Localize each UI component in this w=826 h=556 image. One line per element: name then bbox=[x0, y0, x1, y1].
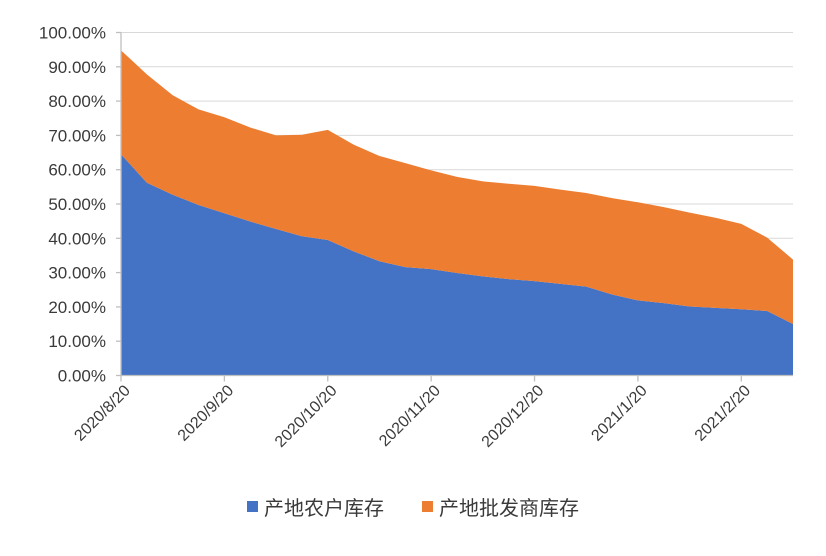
y-tick-label: 100.00% bbox=[39, 24, 106, 43]
legend-item-wholesaler: 产地批发商库存 bbox=[422, 492, 579, 521]
legend-swatch-wholesaler-icon bbox=[422, 501, 433, 512]
wholesaler-area-series bbox=[121, 50, 793, 325]
y-tick-label: 60.00% bbox=[48, 161, 106, 180]
y-tick-label: 30.00% bbox=[48, 264, 106, 283]
y-tick-label: 80.00% bbox=[48, 92, 106, 111]
legend-label-wholesaler: 产地批发商库存 bbox=[439, 498, 579, 520]
y-tick-label: 70.00% bbox=[48, 126, 106, 145]
y-tick-label: 10.00% bbox=[48, 332, 106, 351]
x-tick-label: 2021/1/20 bbox=[588, 382, 650, 444]
y-tick-label: 40.00% bbox=[48, 229, 106, 248]
x-tick-label: 2020/10/20 bbox=[272, 382, 341, 451]
y-tick-label: 0.00% bbox=[58, 367, 106, 386]
x-tick-label: 2020/9/20 bbox=[175, 382, 237, 444]
y-tick-label: 90.00% bbox=[48, 58, 106, 77]
legend: 产地农户库存 产地批发商库存 bbox=[247, 492, 579, 521]
legend-swatch-farmer-icon bbox=[247, 501, 258, 512]
y-tick-label: 20.00% bbox=[48, 298, 106, 317]
x-tick-label: 2020/12/20 bbox=[479, 382, 548, 451]
x-tick-label: 2021/2/20 bbox=[692, 382, 754, 444]
legend-label-farmer: 产地农户库存 bbox=[264, 498, 384, 520]
y-tick-label: 50.00% bbox=[48, 195, 106, 214]
x-tick-label: 2020/8/20 bbox=[71, 382, 133, 444]
y-axis-labels: 0.00% 10.00% 20.00% 30.00% 40.00% 50.00% 60.00… bbox=[39, 24, 121, 386]
legend-item-farmer: 产地农户库存 bbox=[247, 492, 384, 521]
x-axis-labels: 2020/8/20 2020/9/20 2020/10/20 2020/11/20 20… bbox=[71, 375, 754, 451]
farmer-area-series bbox=[121, 154, 793, 376]
x-tick-label: 2020/11/20 bbox=[376, 382, 444, 450]
